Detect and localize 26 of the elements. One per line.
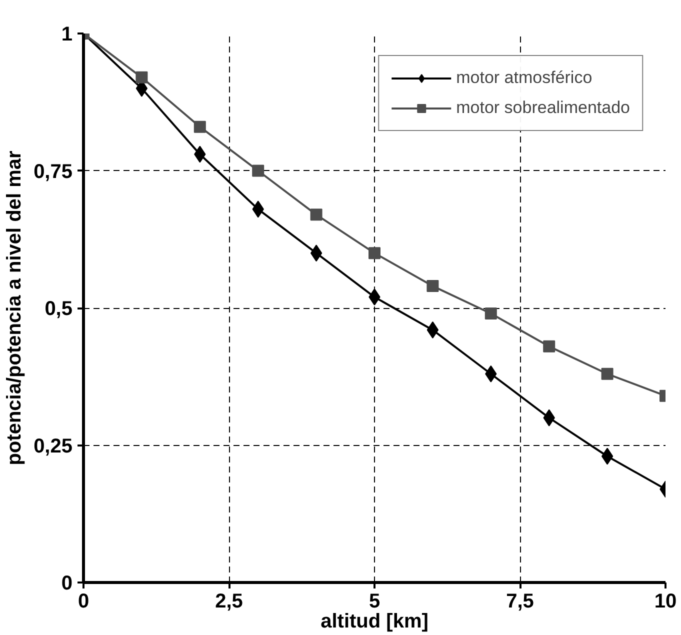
x-tick-label: 10 <box>654 590 677 612</box>
y-tick-label: 0,5 <box>44 298 73 320</box>
y-tick-label: 0 <box>61 572 72 594</box>
x-tick-label: 7,5 <box>506 590 534 612</box>
y-tick-label: 0,75 <box>34 160 73 183</box>
point <box>136 71 148 84</box>
x-tick-label: 5 <box>368 590 380 612</box>
y-tick-label: 0,25 <box>34 435 73 458</box>
point <box>601 368 614 380</box>
point <box>252 164 264 177</box>
point <box>194 120 206 133</box>
x-axis-title: altitud [km] <box>320 610 428 632</box>
point <box>368 247 380 260</box>
point <box>543 340 556 352</box>
x-tick-label: 0 <box>78 590 90 612</box>
y-axis-title: potencia/potencia a nivel del mar <box>4 150 26 466</box>
legend-label: motor sobrealimentado <box>456 98 630 118</box>
point <box>426 280 439 292</box>
point <box>310 244 322 262</box>
y-tick-label: 1 <box>61 24 72 46</box>
point <box>601 448 614 465</box>
point <box>426 321 439 338</box>
point <box>484 307 497 320</box>
x-tick-label: 2,5 <box>215 590 243 612</box>
point <box>310 208 322 221</box>
legend-label: motor atmosférico <box>456 68 592 88</box>
